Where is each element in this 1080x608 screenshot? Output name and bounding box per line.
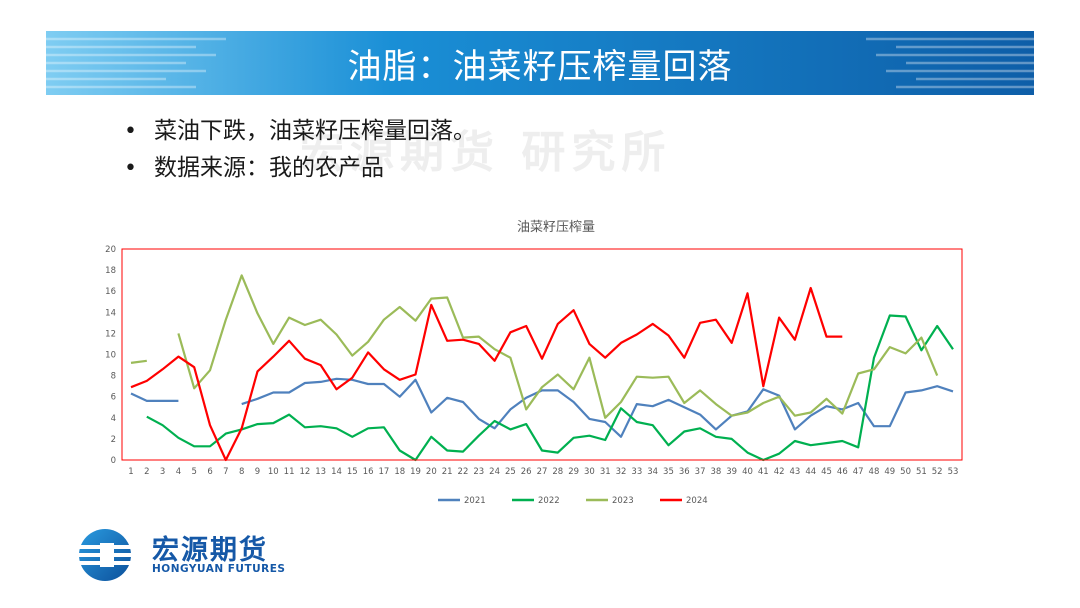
x-tick-label: 52 xyxy=(932,467,943,477)
x-tick-label: 38 xyxy=(710,467,721,477)
x-tick-label: 42 xyxy=(774,467,785,477)
legend-label-2022: 2022 xyxy=(538,496,560,506)
slide-title: 油脂：油菜籽压榨量回落 xyxy=(347,47,733,87)
legend-label-2023: 2023 xyxy=(612,496,634,506)
x-tick-label: 40 xyxy=(742,467,753,477)
banner-background xyxy=(46,31,1034,95)
y-tick-label: 0 xyxy=(111,456,116,466)
x-tick-label: 26 xyxy=(521,467,532,477)
x-tick-label: 34 xyxy=(647,467,658,477)
y-tick-label: 4 xyxy=(111,414,116,424)
series-line-2023 xyxy=(130,274,939,419)
x-tick-label: 36 xyxy=(679,467,690,477)
x-tick-label: 7 xyxy=(223,467,228,477)
legend-label-2024: 2024 xyxy=(686,496,708,506)
x-tick-label: 31 xyxy=(600,467,611,477)
x-tick-label: 37 xyxy=(695,467,706,477)
x-tick-label: 13 xyxy=(315,467,326,477)
x-tick-label: 10 xyxy=(268,467,279,477)
x-tick-label: 5 xyxy=(192,467,197,477)
x-tick-label: 53 xyxy=(948,467,959,477)
x-tick-label: 27 xyxy=(537,467,548,477)
x-tick-label: 24 xyxy=(489,467,500,477)
x-tick-label: 30 xyxy=(584,467,595,477)
x-tick-label: 44 xyxy=(805,467,816,477)
series-line-2022 xyxy=(146,314,954,462)
x-tick-label: 4 xyxy=(176,467,181,477)
x-tick-label: 35 xyxy=(663,467,674,477)
y-tick-label: 18 xyxy=(105,266,116,276)
x-tick-label: 32 xyxy=(616,467,627,477)
x-tick-label: 46 xyxy=(837,467,848,477)
x-tick-label: 2 xyxy=(144,467,149,477)
x-tick-label: 39 xyxy=(726,467,737,477)
series-line-2021 xyxy=(130,377,954,438)
x-tick-label: 41 xyxy=(758,467,769,477)
x-tick-label: 28 xyxy=(552,467,563,477)
x-tick-label: 8 xyxy=(239,467,244,477)
bullet-item: 数据来源：我的农产品 xyxy=(122,150,476,187)
company-logo: 宏源期货 HONGYUAN FUTURES xyxy=(70,525,330,585)
x-tick-label: 25 xyxy=(505,467,516,477)
x-tick-label: 43 xyxy=(790,467,801,477)
x-tick-label: 45 xyxy=(821,467,832,477)
x-tick-label: 17 xyxy=(379,467,390,477)
y-tick-label: 12 xyxy=(105,329,116,339)
x-tick-label: 20 xyxy=(426,467,437,477)
x-tick-label: 19 xyxy=(410,467,421,477)
x-tick-label: 16 xyxy=(363,467,374,477)
x-tick-label: 18 xyxy=(394,467,405,477)
chart-title: 油菜籽压榨量 xyxy=(517,219,595,235)
x-tick-label: 22 xyxy=(458,467,469,477)
y-tick-label: 10 xyxy=(105,351,116,361)
series-line-2024 xyxy=(130,286,843,462)
y-tick-label: 20 xyxy=(105,245,116,255)
logo-mark-icon xyxy=(77,529,133,581)
x-tick-label: 14 xyxy=(331,467,342,477)
y-tick-label: 6 xyxy=(111,393,116,403)
x-tick-label: 47 xyxy=(853,467,864,477)
x-tick-label: 1 xyxy=(128,467,133,477)
y-tick-label: 2 xyxy=(111,435,116,445)
y-tick-label: 8 xyxy=(111,372,116,382)
x-tick-label: 21 xyxy=(442,467,453,477)
plot-frame xyxy=(121,248,963,461)
x-tick-label: 51 xyxy=(916,467,927,477)
x-tick-label: 11 xyxy=(284,467,295,477)
x-tick-label: 12 xyxy=(299,467,310,477)
x-tick-label: 49 xyxy=(884,467,895,477)
x-tick-label: 3 xyxy=(160,467,165,477)
y-tick-label: 14 xyxy=(105,308,116,318)
legend-label-2021: 2021 xyxy=(464,496,486,506)
y-tick-label: 16 xyxy=(105,287,116,297)
x-tick-label: 6 xyxy=(207,467,212,477)
x-tick-label: 15 xyxy=(347,467,358,477)
bullet-list: 菜油下跌，油菜籽压榨量回落。 数据来源：我的农产品 xyxy=(122,113,476,187)
logo-chinese-name: 宏源期货 xyxy=(152,535,268,566)
x-tick-label: 23 xyxy=(473,467,484,477)
x-tick-label: 48 xyxy=(869,467,880,477)
logo-english-name: HONGYUAN FUTURES xyxy=(152,563,286,575)
x-tick-label: 50 xyxy=(900,467,911,477)
x-tick-label: 9 xyxy=(255,467,260,477)
bullet-item: 菜油下跌，油菜籽压榨量回落。 xyxy=(122,113,476,150)
x-tick-label: 33 xyxy=(631,467,642,477)
x-tick-label: 29 xyxy=(568,467,579,477)
title-banner: 油脂：油菜籽压榨量回落 xyxy=(46,31,1034,95)
